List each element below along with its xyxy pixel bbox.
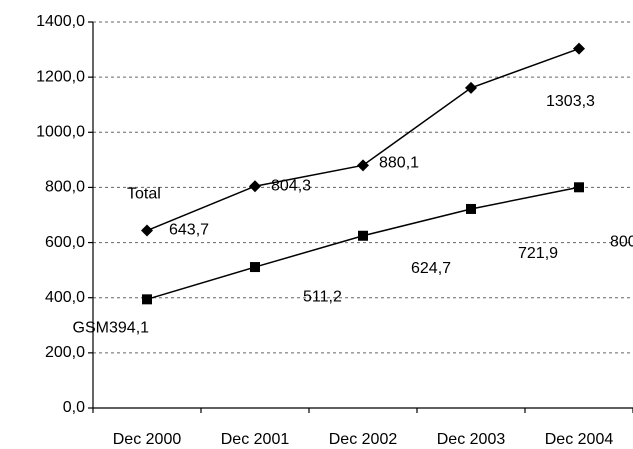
data-label: 800,5 [610, 234, 633, 251]
marker [466, 203, 476, 214]
marker [573, 42, 585, 55]
marker [357, 159, 369, 172]
y-tick-label: 1200,0 [36, 68, 85, 85]
series-name: Total [127, 186, 161, 203]
y-tick-label: 800,0 [45, 179, 85, 196]
marker [574, 182, 584, 193]
y-tick-label: 400,0 [45, 289, 85, 306]
x-tick-label: Dec 2001 [221, 431, 290, 448]
series-name: GSM [73, 320, 109, 337]
x-tick-label: Dec 2002 [329, 431, 398, 448]
y-tick-label: 1000,0 [36, 124, 85, 141]
x-tick-label: Dec 2004 [545, 431, 614, 448]
series-line [146, 47, 580, 232]
data-label: 721,9 [518, 245, 558, 262]
data-label: 643,7 [169, 222, 209, 239]
data-label: 880,1 [379, 155, 419, 172]
y-tick-label: 1400,0 [36, 13, 85, 30]
marker [141, 224, 153, 237]
y-tick-label: 0,0 [63, 399, 85, 416]
marker [142, 294, 152, 305]
x-tick-label: Dec 2000 [113, 431, 182, 448]
marker [249, 180, 261, 193]
data-label: 804,3 [271, 177, 311, 194]
data-label: 624,7 [411, 260, 451, 277]
x-tick-label: Dec 2003 [437, 431, 506, 448]
data-label: 511,2 [303, 288, 342, 305]
marker [250, 262, 260, 273]
marker [358, 230, 368, 241]
marker [465, 81, 477, 94]
y-tick-label: 200,0 [45, 344, 85, 361]
y-tick-label: 600,0 [45, 234, 85, 251]
data-label: 394,1 [109, 320, 149, 337]
data-label: 1303,3 [546, 93, 595, 110]
